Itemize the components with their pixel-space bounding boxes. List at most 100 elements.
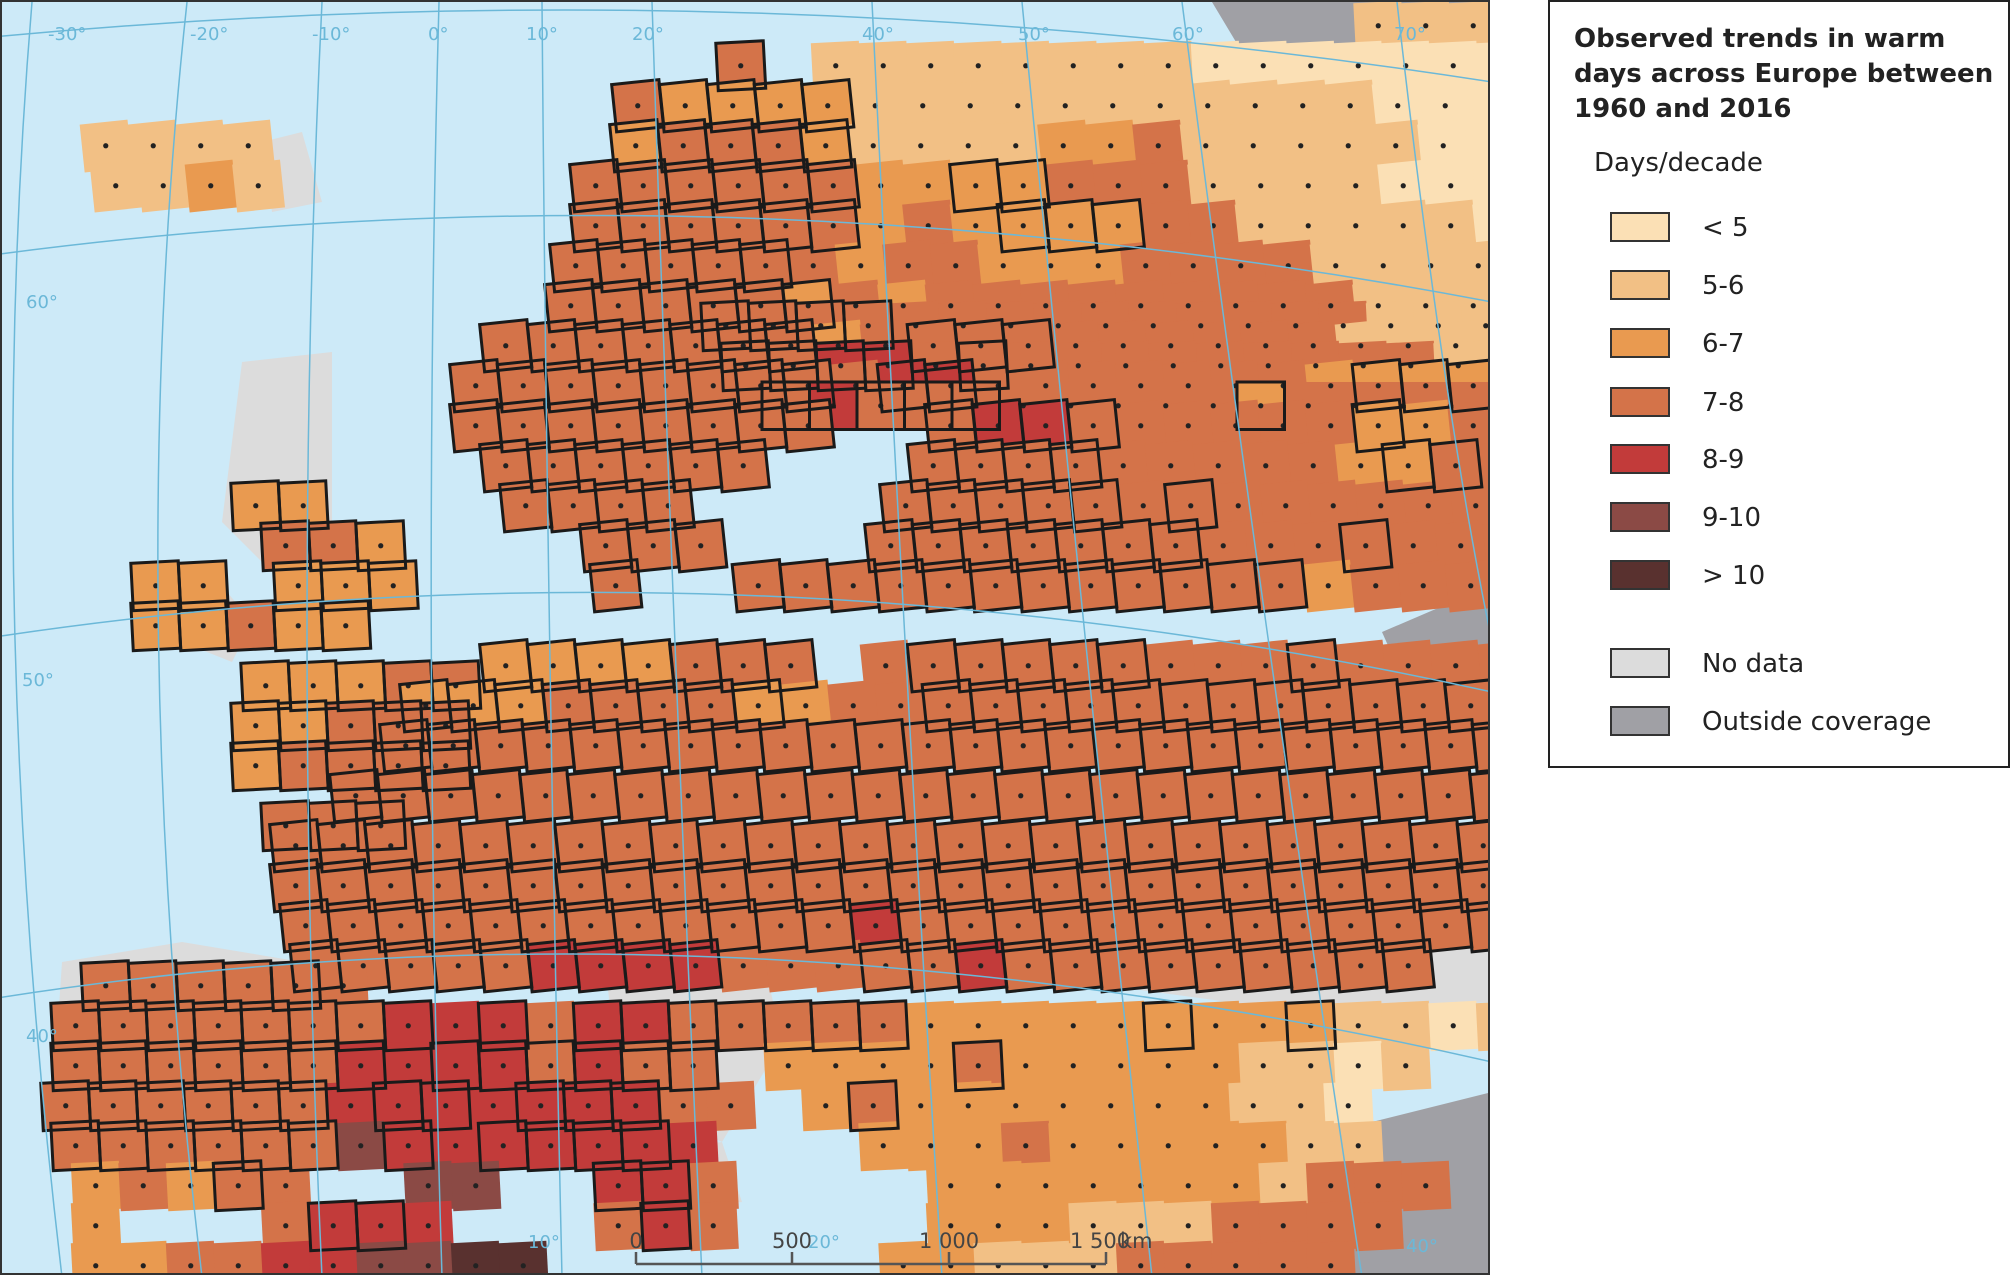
significance-dot	[708, 703, 714, 709]
significance-dot	[1165, 63, 1171, 69]
significance-dot	[830, 743, 836, 749]
significance-dot	[1108, 1103, 1114, 1109]
highlighted-cell	[1350, 397, 1407, 454]
significance-dot	[1268, 543, 1274, 549]
significance-dot	[1405, 963, 1411, 969]
significance-dot	[978, 963, 984, 969]
significance-dot	[153, 623, 159, 629]
significance-dot	[673, 883, 679, 889]
significance-dot	[633, 1103, 639, 1109]
significance-dot	[1183, 703, 1189, 709]
grid-cell	[308, 1240, 359, 1273]
significance-dot	[1005, 883, 1011, 889]
significance-dot	[340, 843, 346, 849]
significance-dot	[1090, 303, 1096, 309]
significance-dot	[1060, 143, 1066, 149]
significance-dot	[1070, 63, 1076, 69]
significance-dot	[1423, 23, 1429, 29]
significance-dot	[1345, 143, 1351, 149]
highlighted-cell	[780, 397, 837, 454]
significance-dot	[1245, 323, 1251, 329]
significance-dot	[978, 463, 984, 469]
significance-dot	[1095, 263, 1101, 269]
graticule-line	[12, 2, 63, 1273]
legend-swatch	[1610, 212, 1670, 242]
significance-dot	[740, 663, 746, 669]
significance-dot	[168, 1023, 174, 1029]
lon-label: 20°	[808, 1232, 840, 1253]
highlighted-cell	[419, 1079, 473, 1133]
significance-dot	[500, 1143, 506, 1149]
highlighted-cell	[1465, 897, 1488, 954]
significance-dot	[543, 793, 549, 799]
significance-dot	[733, 793, 739, 799]
significance-dot	[643, 1063, 649, 1069]
significance-dot	[1453, 463, 1459, 469]
highlighted-cell	[639, 1159, 693, 1213]
significance-dot	[643, 1023, 649, 1029]
significance-dot	[200, 623, 206, 629]
highlighted-cell	[381, 999, 435, 1053]
significance-dot	[1210, 403, 1216, 409]
significance-dot	[1333, 263, 1339, 269]
lon-label: 10°	[526, 24, 558, 45]
highlighted-cell	[1147, 517, 1204, 574]
trend-map: -30° -20° -10° 0° 10° 20° 40° 50° 60° 70…	[2, 2, 1488, 1273]
significance-dot	[255, 183, 261, 189]
grid-cell	[1258, 1240, 1309, 1273]
significance-dot	[1233, 1183, 1239, 1189]
significance-dot	[73, 1023, 79, 1029]
significance-dot	[1405, 663, 1411, 669]
lat-label: 40°	[26, 1026, 58, 1047]
significance-dot	[388, 883, 394, 889]
significance-dot	[1260, 1023, 1266, 1029]
significance-dot	[1120, 463, 1126, 469]
significance-dot	[1233, 1263, 1239, 1269]
significance-dot	[615, 303, 621, 309]
significance-dot	[235, 1263, 241, 1269]
significance-dot	[548, 1143, 554, 1149]
significance-dots	[63, 23, 1488, 1269]
significance-dot	[1293, 323, 1299, 329]
highlighted-cell	[805, 157, 862, 214]
highlighted-cell	[176, 559, 230, 613]
significance-dot	[1450, 1023, 1456, 1029]
significance-dot	[660, 703, 666, 709]
significance-dot	[1233, 303, 1239, 309]
significance-dot	[293, 843, 299, 849]
grid-cell	[973, 1240, 1024, 1273]
significance-dot	[520, 1263, 526, 1269]
significance-dot	[1445, 793, 1451, 799]
significance-dot	[120, 1023, 126, 1029]
significance-dot	[740, 963, 746, 969]
significance-dot	[1015, 923, 1021, 929]
significance-dot	[1328, 1263, 1334, 1269]
scale-tick-label: 0	[629, 1229, 642, 1253]
significance-dot	[780, 793, 786, 799]
significance-dot	[973, 743, 979, 749]
lat-label: 50°	[22, 670, 54, 691]
highlighted-cell	[956, 339, 1010, 393]
significance-dot	[1203, 143, 1209, 149]
significance-dot	[1263, 963, 1269, 969]
highlighted-cell	[1470, 717, 1488, 774]
significance-dot	[1260, 63, 1266, 69]
lon-label: 0°	[428, 24, 448, 45]
significance-dot	[930, 663, 936, 669]
significance-dot	[1053, 883, 1059, 889]
significance-dot	[1040, 703, 1046, 709]
significance-dot	[640, 223, 646, 229]
significance-dot	[1328, 383, 1334, 389]
significance-dot	[103, 983, 109, 989]
significance-dot	[443, 1103, 449, 1109]
significance-dot	[1375, 383, 1381, 389]
significance-dot	[150, 983, 156, 989]
significance-dot	[568, 383, 574, 389]
significance-dot	[548, 1063, 554, 1069]
significance-dot	[263, 1023, 269, 1029]
significance-dot	[1060, 1103, 1066, 1109]
highlighted-cell	[667, 937, 724, 994]
significance-dot	[1040, 583, 1046, 589]
significance-dot	[1118, 1063, 1124, 1069]
significance-dot	[140, 1183, 146, 1189]
